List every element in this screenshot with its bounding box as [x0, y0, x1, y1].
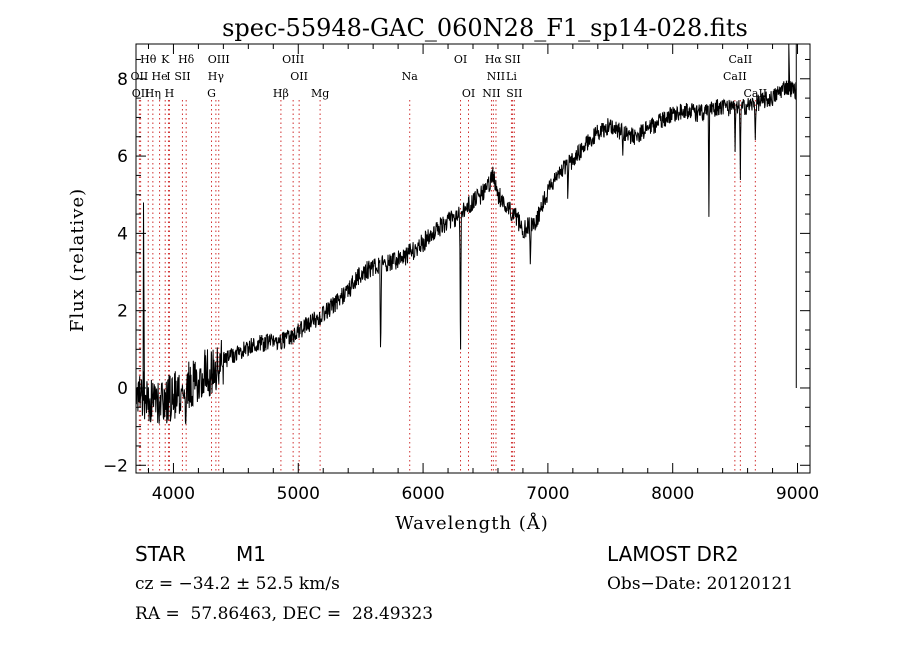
line-marker-label: Hθ [140, 53, 157, 66]
y-tick-label: 6 [117, 147, 128, 167]
line-marker-label: Hγ [208, 70, 225, 83]
x-axis: 4000 5000 6000 7000 8000 9000 [147, 44, 819, 504]
y-tick-label: −2 [103, 456, 128, 476]
line-marker-label: Li [506, 70, 517, 83]
line-marker-label: OIII [208, 53, 230, 66]
line-marker-label: H [165, 87, 175, 100]
spectrum-series [135, 43, 797, 425]
survey-name: LAMOST DR2 [607, 542, 739, 566]
line-marker-label: CaII [729, 53, 753, 66]
line-marker-label: Mg [311, 87, 329, 100]
y-axis: −2 0 2 4 6 8 [103, 58, 810, 476]
x-tick-label: 9000 [776, 484, 819, 504]
y-tick-label: 2 [117, 302, 128, 322]
line-marker-label: I [166, 70, 170, 83]
line-marker-label: Hβ [273, 87, 289, 100]
line-marker-label: He [152, 70, 168, 83]
redshift-velocity: cz = −34.2 ± 52.5 km/s [135, 574, 340, 594]
chart-title: spec-55948-GAC_060N28_F1_sp14-028.fits [222, 14, 748, 42]
spectrum-line [135, 43, 797, 425]
line-marker-label: SII [504, 53, 520, 66]
line-marker-label: SII [506, 87, 522, 100]
plot-frame [135, 43, 811, 474]
line-marker-label: OIII [282, 53, 304, 66]
x-tick-label: 7000 [526, 484, 569, 504]
x-tick-label: 6000 [401, 484, 444, 504]
observation-date: Obs−Date: 20120121 [607, 574, 794, 594]
y-axis-label: Flux (relative) [67, 188, 88, 332]
line-marker-label: G [207, 87, 216, 100]
y-tick-label: 0 [117, 379, 128, 399]
line-marker-label: OII [131, 70, 149, 83]
line-marker-label: NII [487, 70, 505, 83]
object-subclass: M1 [236, 542, 266, 566]
line-marker-label: Hη [145, 87, 161, 100]
x-axis-label: Wavelength (Å) [395, 512, 549, 534]
x-tick-label: 5000 [277, 484, 320, 504]
line-marker-label: K [161, 53, 170, 66]
object-type: STAR [135, 542, 186, 566]
line-marker-label: OI [462, 87, 475, 100]
line-marker-label: SII [174, 70, 190, 83]
line-marker-label: OII [290, 70, 308, 83]
y-tick-label: 8 [117, 70, 128, 90]
line-marker-label: OI [454, 53, 467, 66]
line-marker-label: NII [482, 87, 500, 100]
coordinates: RA = 57.86463, DEC = 28.49323 [135, 604, 434, 624]
x-tick-label: 4000 [152, 484, 195, 504]
y-tick-label: 4 [117, 224, 128, 244]
line-marker-label: Na [402, 70, 419, 83]
line-marker-label: Hα [485, 53, 503, 66]
line-marker-label: CaII [723, 70, 747, 83]
x-tick-label: 8000 [651, 484, 694, 504]
line-marker-label: Hδ [178, 53, 195, 66]
